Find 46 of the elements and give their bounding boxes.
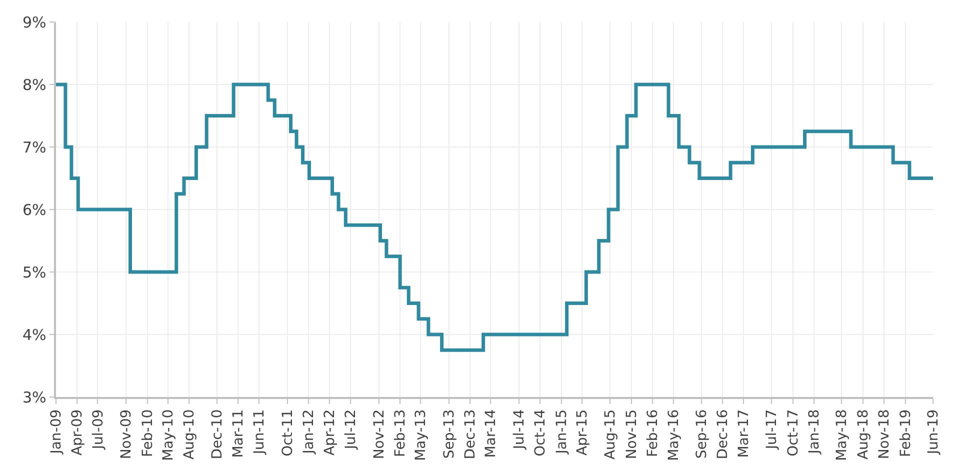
- x-tick-label: Apr-09: [69, 409, 86, 456]
- y-tick-label: 6%: [22, 200, 46, 219]
- x-tick-label: Nov-12: [371, 409, 388, 460]
- x-tick-label: Jul-14: [511, 409, 528, 450]
- x-tick-label: Dec-10: [210, 409, 226, 460]
- x-tick-label: May-18: [834, 409, 850, 461]
- y-tick-label: 7%: [22, 138, 46, 156]
- x-tick-label: Apr-12: [322, 409, 338, 456]
- x-tick-label: Jul-17: [764, 409, 780, 450]
- x-tick-label: Nov-09: [118, 409, 135, 460]
- y-tick-label: 3%: [22, 388, 46, 406]
- x-tick-label: Sep-16: [694, 409, 710, 459]
- x-tick-label: May-10: [160, 409, 176, 461]
- x-tick-label: May-16: [666, 409, 682, 461]
- y-tick-label: 8%: [22, 76, 46, 94]
- x-tick-label: Oct-11: [280, 409, 296, 456]
- x-tick-label: Mar-14: [483, 409, 500, 458]
- x-tick-label: Feb-19: [898, 409, 914, 458]
- x-tick-label: Nov-15: [624, 409, 640, 460]
- x-tick-label: Jul-09: [90, 409, 106, 450]
- y-tick-label: 5%: [22, 263, 46, 282]
- x-tick-label: Jan-12: [301, 409, 318, 455]
- x-tick-label: May-13: [413, 409, 430, 461]
- x-tick-label: Jun-11: [252, 409, 268, 456]
- x-tick-label: Aug-18: [855, 409, 872, 460]
- x-tick-label: Aug-10: [182, 409, 198, 460]
- x-tick-label: Feb-13: [392, 409, 409, 458]
- x-tick-label: Jun-19: [926, 409, 942, 456]
- x-tick-label: Nov-18: [876, 409, 893, 460]
- x-tick-label: Dec-16: [715, 409, 732, 460]
- x-tick-label: Oct-17: [785, 409, 802, 456]
- x-tick-label: Apr-15: [574, 409, 591, 456]
- x-tick-label: Mar-11: [230, 409, 246, 458]
- x-tick-label: Jan-18: [806, 409, 823, 455]
- x-tick-label: Sep-13: [442, 409, 458, 459]
- x-tick-label: Mar-17: [736, 409, 752, 458]
- x-tick-label: Jan-09: [48, 409, 65, 455]
- x-tick-label: Aug-15: [602, 409, 619, 460]
- x-tick-label: Dec-13: [462, 409, 478, 460]
- x-tick-label: Jan-15: [554, 409, 570, 455]
- x-tick-label: Feb-10: [140, 409, 156, 458]
- x-tick-label: Feb-16: [645, 409, 662, 458]
- y-tick-label: 9%: [22, 13, 46, 32]
- x-tick-label: Jul-12: [343, 409, 360, 450]
- x-tick-label: Oct-14: [532, 409, 549, 456]
- y-tick-label: 4%: [22, 326, 46, 344]
